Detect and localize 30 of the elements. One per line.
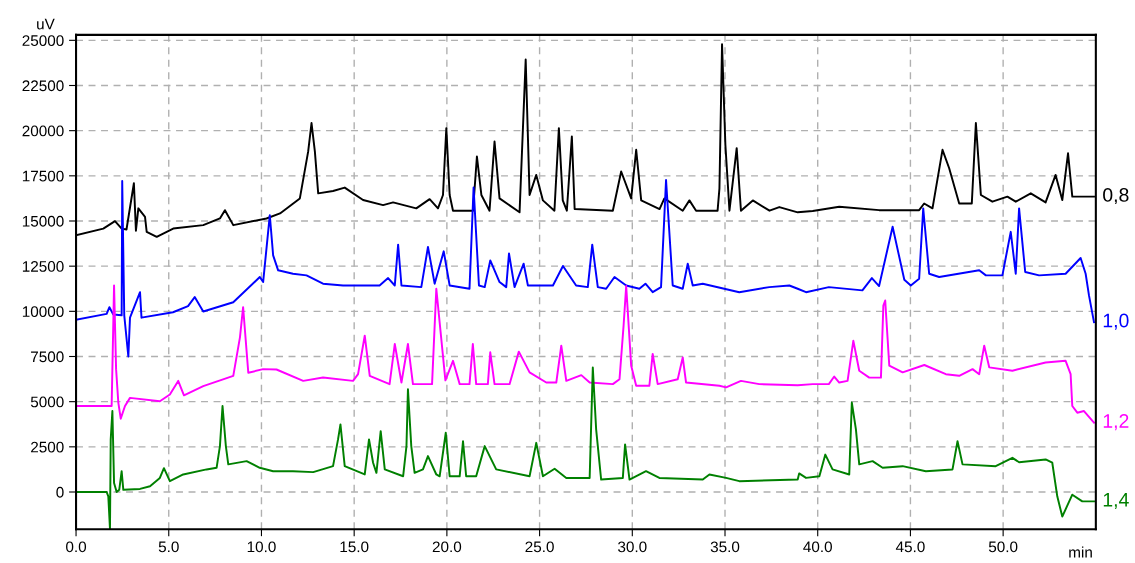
x-tick-label: 40.0 (803, 541, 832, 553)
line-series (76, 179, 1095, 358)
y-tick-label: 2500 (31, 441, 64, 453)
x-tick-label: 35.0 (710, 541, 740, 553)
y-axis-title: uV (37, 18, 55, 30)
y-tick-label: 25000 (22, 35, 64, 47)
series-label: 1,4 (1103, 493, 1129, 509)
x-tick-label: 0.0 (66, 541, 87, 553)
series-label: 0,8 (1103, 188, 1129, 205)
y-tick-label: 20000 (22, 125, 64, 137)
y-tick-label: 0 (56, 486, 64, 498)
series-label: 1,0 (1103, 313, 1129, 330)
y-tick-label: 10000 (22, 306, 64, 318)
x-tick-label: 25.0 (525, 541, 554, 553)
x-axis-title: min (1069, 546, 1092, 558)
y-tick-label: 7500 (31, 351, 64, 363)
x-tick-label: 10.0 (247, 541, 276, 553)
y-tick-label: 17500 (22, 170, 64, 182)
x-tick-label: 5.0 (158, 541, 179, 553)
y-tick-label: 15000 (22, 215, 64, 227)
y-tick-label: 5000 (30, 396, 64, 408)
series-label: 1,2 (1103, 414, 1129, 431)
y-tick-label: 12500 (22, 261, 64, 272)
line-series (76, 284, 1095, 424)
x-tick-label: 30.0 (618, 541, 647, 553)
y-tick-label: 22500 (22, 80, 64, 92)
x-tick-label: 45.0 (895, 541, 925, 553)
x-tick-label: 20.0 (432, 541, 462, 553)
x-tick-label: 50.0 (988, 541, 1018, 553)
x-tick-label: 15.0 (340, 541, 369, 553)
